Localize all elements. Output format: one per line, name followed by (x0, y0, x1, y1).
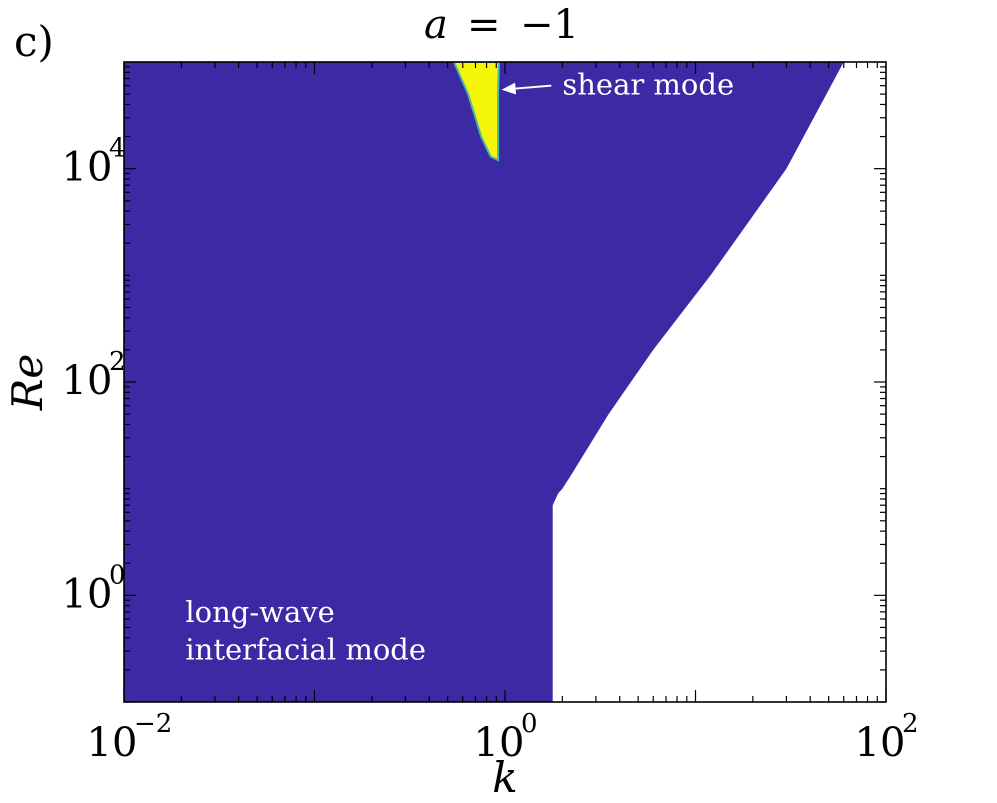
y-tick-label-exponent: 0 (109, 560, 126, 590)
y-axis-label: Re (3, 354, 52, 411)
shear-mode-arrowhead (501, 82, 517, 95)
title-lhs: a (424, 2, 448, 48)
shear-mode-label: shear mode (562, 68, 734, 102)
tick-marks (123, 62, 887, 703)
y-tick-label-exponent: 2 (109, 347, 126, 377)
plot-area (124, 62, 886, 702)
x-tick-label-exponent: −2 (134, 709, 172, 739)
long-wave-label-line2: interfacial mode (185, 633, 426, 667)
x-tick-labels: 10−2 100 102 (87, 709, 919, 766)
title-eq: = (467, 2, 501, 48)
x-axis-label: k (492, 753, 517, 802)
title-rhs: −1 (520, 2, 579, 48)
panel-label: c) (14, 17, 54, 66)
shear-mode-region (452, 62, 501, 162)
x-tick-label-exponent: 0 (521, 709, 538, 739)
long-wave-label-line1: long-wave (185, 595, 334, 629)
y-tick-label-base: 10 (62, 358, 113, 404)
y-tick-label-base: 10 (62, 571, 113, 617)
annotations: shear mode long-wave interfacial mode (185, 68, 734, 667)
shear-mode-arrow (515, 84, 552, 90)
y-tick-label-base: 10 (62, 145, 113, 191)
y-tick-label-exponent: 4 (109, 134, 126, 164)
long-wave-region (124, 62, 844, 702)
x-tick-label-base: 10 (855, 720, 906, 766)
x-tick-label-exponent: 2 (902, 709, 919, 739)
chart-title: a = −1 (424, 2, 579, 48)
x-tick-label-base: 10 (474, 720, 525, 766)
x-tick-label-base: 10 (87, 720, 138, 766)
